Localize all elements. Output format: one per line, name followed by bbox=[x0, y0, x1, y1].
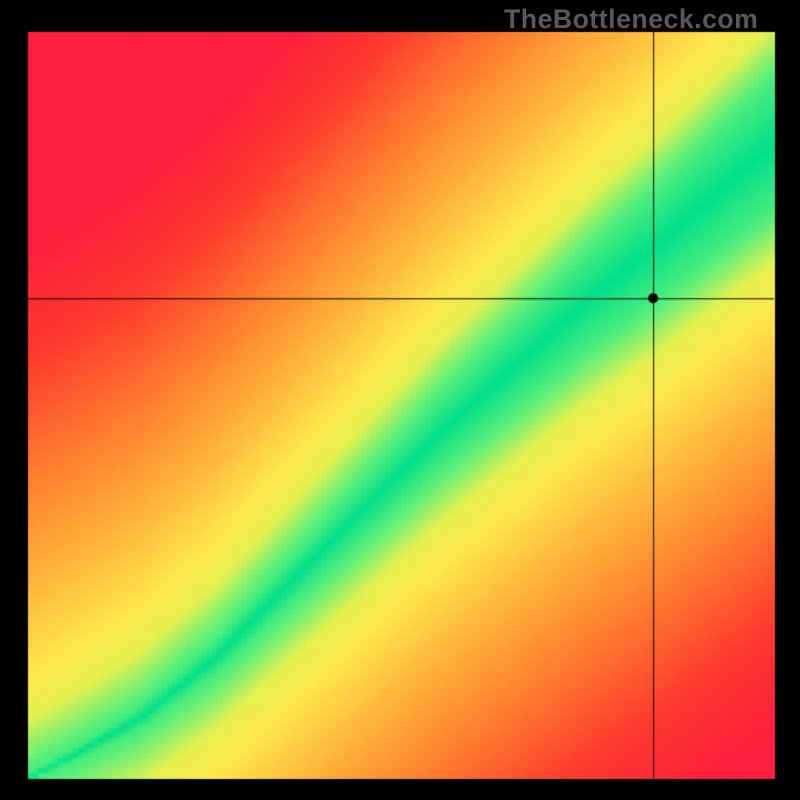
bottleneck-heatmap bbox=[0, 0, 800, 800]
chart-container: TheBottleneck.com bbox=[0, 0, 800, 800]
watermark-label: TheBottleneck.com bbox=[504, 4, 758, 35]
